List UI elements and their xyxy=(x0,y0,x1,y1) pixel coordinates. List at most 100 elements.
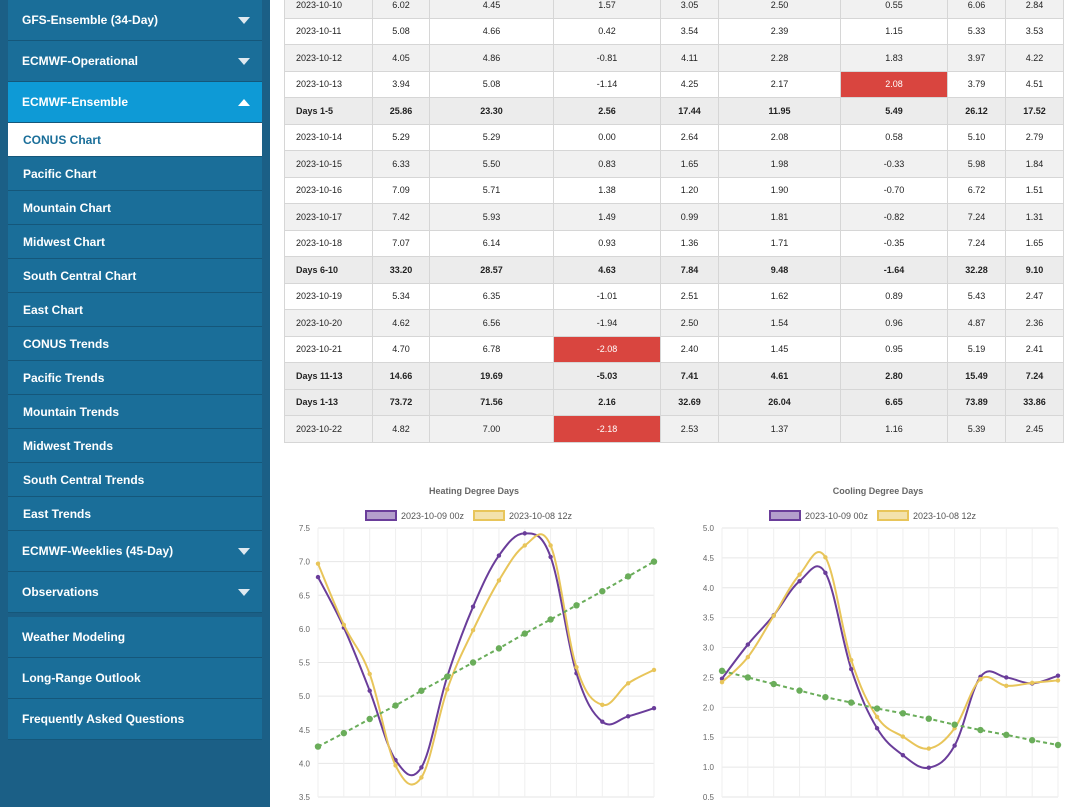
table-cell: 1.20 xyxy=(660,176,719,204)
sidebar-item-east-chart[interactable]: East Chart xyxy=(8,293,262,327)
table-cell: 3.05 xyxy=(660,0,719,19)
table-cell: 1.57 xyxy=(553,0,661,19)
table-cell: 2.17 xyxy=(718,70,841,98)
table-cell: -1.94 xyxy=(553,309,661,337)
legend-entry[interactable]: 2023-10-08 12z xyxy=(473,510,573,521)
table-cell: 4.25 xyxy=(660,70,719,98)
sidebar-item-mountain-trends[interactable]: Mountain Trends xyxy=(8,395,262,429)
data-point xyxy=(874,714,880,720)
table-cell: 2.45 xyxy=(1005,415,1064,443)
sidebar-item-east-trends[interactable]: East Trends xyxy=(8,497,262,531)
table-cell: 73.72 xyxy=(372,388,430,416)
table-cell: 0.96 xyxy=(840,309,948,337)
sidebar-item-mountain-chart[interactable]: Mountain Chart xyxy=(8,191,262,225)
table-cell: 3.97 xyxy=(947,44,1006,72)
table-row-label: 2023-10-17 xyxy=(284,203,373,231)
table-cell: 0.58 xyxy=(840,123,948,151)
menu-header-ecmwf-operational[interactable]: ECMWF-Operational xyxy=(8,41,262,82)
table-cell: 0.93 xyxy=(553,229,661,257)
table-cell: 26.04 xyxy=(718,388,841,416)
table-cell: 2.56 xyxy=(553,97,661,125)
table-cell: 6.06 xyxy=(947,0,1006,19)
table-cell: 5.19 xyxy=(947,335,1006,363)
table-cell: 6.14 xyxy=(429,229,554,257)
table-cell: 4.05 xyxy=(372,44,430,72)
menu-header-gfs-ensemble-34-day[interactable]: GFS-Ensemble (34-Day) xyxy=(8,0,262,41)
table-cell: 7.42 xyxy=(372,203,430,231)
table-cell: 1.45 xyxy=(718,335,841,363)
table-cell: 5.49 xyxy=(840,97,948,125)
menu-header-label: GFS-Ensemble (34-Day) xyxy=(22,13,159,27)
sidebar-link-long-range-outlook[interactable]: Long-Range Outlook xyxy=(8,658,262,699)
table-cell: 5.10 xyxy=(947,123,1006,151)
data-point xyxy=(470,604,476,609)
sidebar-item-south-central-trends[interactable]: South Central Trends xyxy=(8,463,262,497)
table-cell: 0.99 xyxy=(660,203,719,231)
table-cell: 14.66 xyxy=(372,362,430,390)
sidebar-link-frequently-asked-questions[interactable]: Frequently Asked Questions xyxy=(8,699,262,740)
data-point xyxy=(599,588,606,595)
table-cell: 3.54 xyxy=(660,17,719,45)
data-point xyxy=(367,688,372,693)
table-cell: 25.86 xyxy=(372,97,430,125)
data-point xyxy=(367,671,372,677)
sidebar-item-conus-trends[interactable]: CONUS Trends xyxy=(8,327,262,361)
y-tick-label: 5.0 xyxy=(299,692,311,701)
data-point xyxy=(418,687,425,694)
table-cell: 1.81 xyxy=(718,203,841,231)
table-cell: 7.24 xyxy=(1005,362,1064,390)
data-point xyxy=(719,676,725,681)
data-point xyxy=(600,719,605,724)
legend-entry[interactable]: 2023-10-09 00z xyxy=(769,510,869,521)
sidebar-link-weather-modeling[interactable]: Weather Modeling xyxy=(8,617,262,658)
table-row-label: Days 6-10 xyxy=(284,256,373,284)
legend-label: 2023-10-08 12z xyxy=(509,511,573,521)
sidebar-item-midwest-chart[interactable]: Midwest Chart xyxy=(8,225,262,259)
table-cell: 7.84 xyxy=(660,256,719,284)
table-row-label: 2023-10-15 xyxy=(284,150,373,178)
y-tick-label: 4.0 xyxy=(299,759,311,768)
data-point xyxy=(548,554,553,560)
table-cell: 2.50 xyxy=(718,0,841,19)
sidebar-item-pacific-trends[interactable]: Pacific Trends xyxy=(8,361,262,395)
table-row: 2023-10-17 7.42 5.93 1.49 0.99 1.81 -0.82 7.24 1… xyxy=(284,203,1064,231)
menu-group-gfs-ensemble-34-day: GFS-Ensemble (34-Day) xyxy=(8,0,262,41)
data-point xyxy=(470,628,476,633)
table-cell: 2.36 xyxy=(1005,309,1064,337)
legend-entry[interactable]: 2023-10-09 00z xyxy=(365,510,465,521)
table-row: 2023-10-12 4.05 4.86 -0.81 4.11 2.28 1.83 3.97 4… xyxy=(284,44,1064,72)
menu-group-ecmwf-weeklies-45-day: ECMWF-Weeklies (45-Day) xyxy=(8,531,262,572)
data-point xyxy=(1004,683,1009,689)
data-point xyxy=(1004,675,1009,680)
data-point xyxy=(651,706,657,711)
sidebar-item-midwest-trends[interactable]: Midwest Trends xyxy=(8,429,262,463)
legend-entry[interactable]: 2023-10-08 12z xyxy=(877,510,977,521)
table-cell: -0.81 xyxy=(553,44,661,72)
table-row: 2023-10-18 7.07 6.14 0.93 1.36 1.71 -0.35 7.24 1… xyxy=(284,229,1064,257)
table-cell: 1.15 xyxy=(840,17,948,45)
menu-header-ecmwf-weeklies-45-day[interactable]: ECMWF-Weeklies (45-Day) xyxy=(8,531,262,572)
table-cell: 4.86 xyxy=(429,44,554,72)
series-line-trend xyxy=(721,669,1059,746)
data-point xyxy=(823,555,828,560)
degree-day-table-container: 2023-10-10 6.02 4.45 1.57 3.05 2.50 0.55 6.06 2.… xyxy=(284,0,1064,443)
legend-label: 2023-10-08 12z xyxy=(913,511,977,521)
table-cell: 0.55 xyxy=(840,0,948,19)
menu-header-label: Observations xyxy=(22,585,99,599)
data-point xyxy=(547,616,554,623)
table-cell: 1.62 xyxy=(718,282,841,310)
y-tick-label: 5.0 xyxy=(703,524,715,533)
menu-header-observations[interactable]: Observations xyxy=(8,572,262,613)
table-cell: 7.24 xyxy=(947,229,1006,257)
legend-swatch xyxy=(365,510,397,521)
sidebar-item-pacific-chart[interactable]: Pacific Chart xyxy=(8,157,262,191)
table-cell: 71.56 xyxy=(429,388,554,416)
sidebar-item-south-central-chart[interactable]: South Central Chart xyxy=(8,259,262,293)
data-point xyxy=(495,645,503,652)
heating-degree-days-chart: Heating Degree Days 2023-10-09 00z 2023-10… xyxy=(284,478,664,807)
menu-header-ecmwf-ensemble[interactable]: ECMWF-Ensemble xyxy=(8,82,262,123)
table-cell: 3.79 xyxy=(947,70,1006,98)
table-cell: -0.35 xyxy=(840,229,948,257)
sidebar-item-conus-chart[interactable]: CONUS Chart xyxy=(8,123,262,157)
table-cell: 2.40 xyxy=(660,335,719,363)
